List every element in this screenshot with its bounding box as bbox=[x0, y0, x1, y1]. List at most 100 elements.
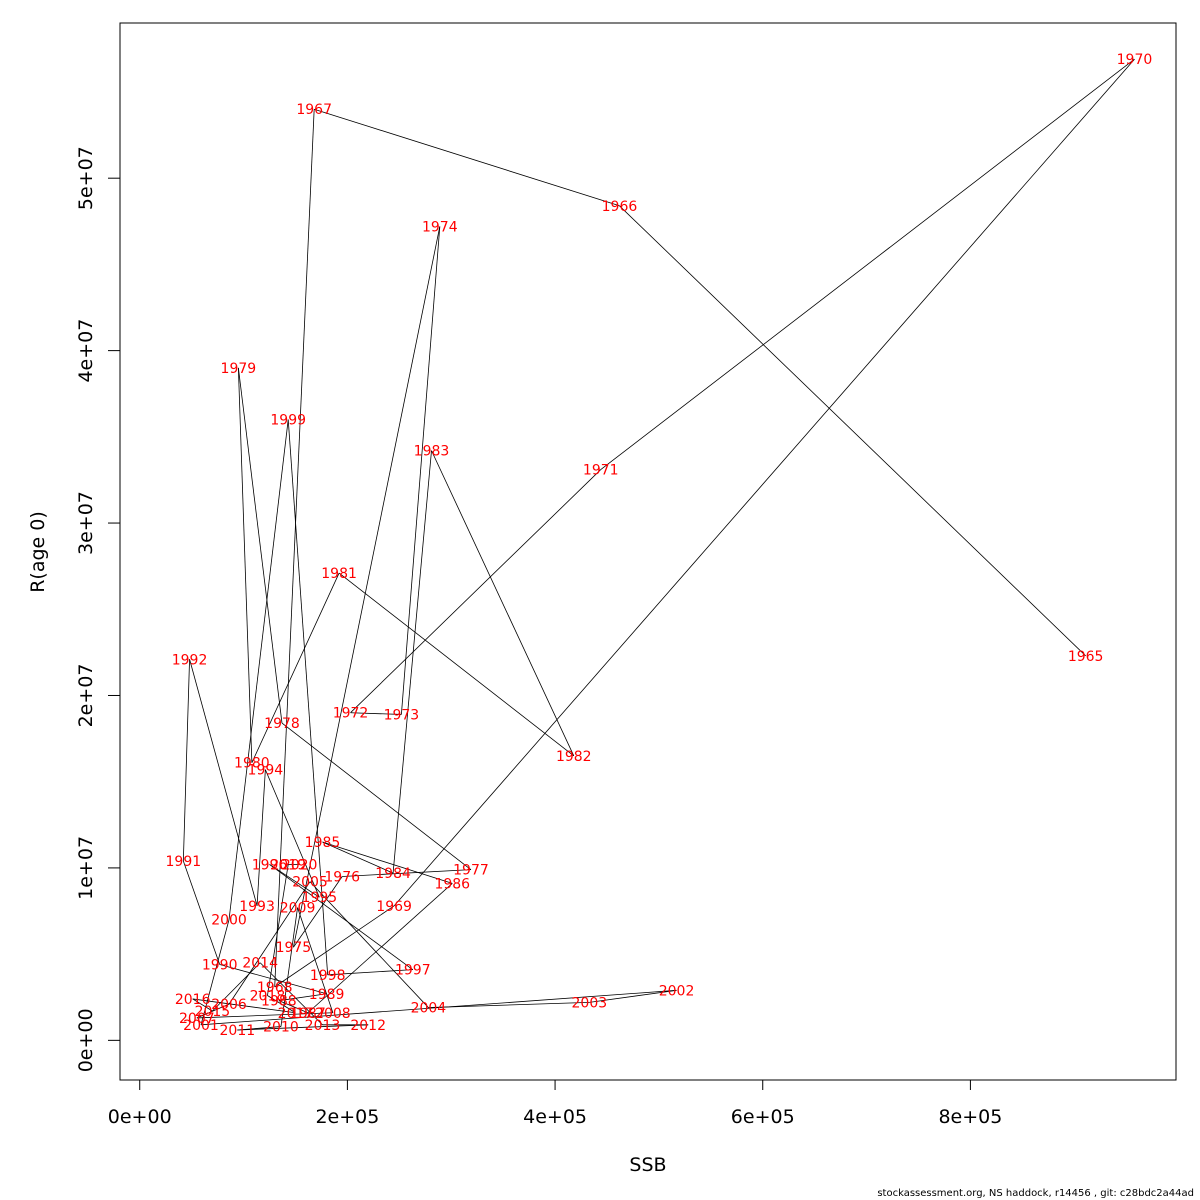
point-label-1974: 1974 bbox=[422, 219, 458, 235]
segment-1976-1977 bbox=[342, 869, 471, 877]
point-label-1985: 1985 bbox=[305, 835, 341, 851]
point-label-1987: 1987 bbox=[290, 1006, 326, 1022]
segment-1979-1980 bbox=[237, 367, 253, 763]
x-axis: 0e+00 2e+05 4e+05 6e+05 8e+05 bbox=[108, 1079, 1002, 1128]
segment-1989-1990 bbox=[219, 964, 327, 995]
segment-2004-2005 bbox=[309, 881, 429, 1008]
point-label-2013: 2013 bbox=[305, 1018, 341, 1034]
point-label-1981: 1981 bbox=[321, 566, 357, 582]
segment-1981-1982 bbox=[338, 572, 575, 757]
point-label-2015: 2015 bbox=[195, 1004, 231, 1020]
point-label-1994: 1994 bbox=[248, 763, 284, 779]
plot-frame bbox=[119, 22, 1177, 1081]
segment-2015-2016 bbox=[192, 998, 213, 1012]
x-tick-label: 4e+05 bbox=[523, 1106, 587, 1128]
point-label-1991: 1991 bbox=[166, 854, 202, 870]
segment-1993-1994 bbox=[256, 769, 266, 906]
segment-2008-2009 bbox=[297, 907, 334, 1013]
segment-1984-1985 bbox=[322, 841, 394, 874]
point-label-1977: 1977 bbox=[453, 863, 489, 879]
point-label-2012: 2012 bbox=[350, 1018, 386, 1034]
point-label-1976: 1976 bbox=[324, 870, 360, 886]
segment-1998-1999 bbox=[287, 419, 329, 975]
segment-1996-1997 bbox=[269, 864, 414, 970]
segment-1969-1970 bbox=[393, 58, 1135, 907]
point-label-1970: 1970 bbox=[1117, 52, 1153, 68]
segment-1977-1978 bbox=[281, 722, 472, 870]
segment-1994-1995 bbox=[265, 769, 320, 898]
point-label-2001: 2001 bbox=[183, 1018, 219, 1034]
y-tick-label: 4e+07 bbox=[75, 319, 97, 383]
point-label-1997: 1997 bbox=[395, 963, 431, 979]
point-label-1999: 1999 bbox=[270, 413, 306, 429]
point-label-1982: 1982 bbox=[556, 749, 592, 765]
segment-1992-1993 bbox=[189, 659, 258, 906]
x-tick-label: 8e+05 bbox=[938, 1106, 1002, 1128]
point-label-1995: 1995 bbox=[302, 890, 338, 906]
segment-1974-1975 bbox=[293, 226, 441, 948]
point-label-2019: 2019 bbox=[270, 857, 306, 873]
point-label-1978: 1978 bbox=[264, 716, 300, 732]
segment-1997-1998 bbox=[327, 969, 413, 976]
point-label-1998: 1998 bbox=[310, 968, 346, 984]
point-label-1968: 1968 bbox=[257, 980, 293, 996]
point-label-1975: 1975 bbox=[276, 940, 312, 956]
footer-caption: stockassessment.org, NS haddock, r14456 … bbox=[877, 1188, 1194, 1199]
point-label-1986: 1986 bbox=[434, 876, 470, 892]
point-label-1973: 1973 bbox=[384, 707, 420, 723]
segment-1987-1988 bbox=[278, 1000, 309, 1014]
segment-2009-2010 bbox=[280, 907, 298, 1027]
segment-2003-2004 bbox=[428, 1002, 590, 1008]
point-label-2018: 2018 bbox=[250, 989, 286, 1005]
segment-1972-1973 bbox=[350, 712, 402, 715]
point-label-2000: 2000 bbox=[211, 913, 247, 929]
segment-1986-1987 bbox=[307, 883, 453, 1014]
segment-1966-1967 bbox=[314, 108, 620, 207]
point-label-1965: 1965 bbox=[1068, 649, 1104, 665]
segment-1988-1989 bbox=[278, 993, 327, 1002]
segment-2002-2003 bbox=[589, 989, 677, 1003]
point-label-1979: 1979 bbox=[221, 361, 257, 377]
segment-1967-1968 bbox=[274, 109, 315, 987]
segment-1970-1971 bbox=[600, 58, 1135, 470]
segment-1983-1984 bbox=[392, 450, 432, 874]
segment-1980-1981 bbox=[251, 572, 340, 763]
segment-1968-1969 bbox=[274, 905, 395, 988]
point-label-1972: 1972 bbox=[333, 706, 369, 722]
point-label-1967: 1967 bbox=[296, 102, 332, 118]
point-label-2004: 2004 bbox=[411, 1001, 447, 1017]
point-label-1993: 1993 bbox=[239, 899, 275, 915]
segment-2011-2012 bbox=[237, 1024, 369, 1031]
segment-1978-1979 bbox=[237, 367, 283, 724]
point-label-1996: 1996 bbox=[252, 857, 288, 873]
segment-1975-1976 bbox=[293, 876, 343, 948]
segment-1973-1974 bbox=[400, 226, 441, 715]
x-tick-label: 6e+05 bbox=[731, 1106, 795, 1128]
segment-2013-2014 bbox=[259, 962, 323, 1026]
y-tick-label: 0e+00 bbox=[75, 1008, 97, 1072]
point-label-2008: 2008 bbox=[315, 1006, 351, 1022]
segment-2018-2019 bbox=[267, 864, 289, 996]
x-axis-label: SSB bbox=[629, 1154, 666, 1176]
segment-2016-2017 bbox=[192, 998, 296, 1014]
point-label-2006: 2006 bbox=[211, 997, 247, 1013]
y-axis: 0e+00 1e+07 2e+07 3e+07 4e+07 5e+07 bbox=[75, 146, 121, 1072]
point-label-1984: 1984 bbox=[375, 866, 411, 882]
segment-1995-1996 bbox=[269, 864, 320, 898]
y-tick-label: 2e+07 bbox=[75, 664, 97, 728]
y-tick-label: 5e+07 bbox=[75, 146, 97, 210]
segment-1991-1992 bbox=[182, 659, 190, 862]
x-tick-label: 2e+05 bbox=[315, 1106, 379, 1128]
point-label-1989: 1989 bbox=[309, 987, 345, 1003]
point-label-2020: 2020 bbox=[282, 857, 318, 873]
segment-2005-2006 bbox=[228, 881, 311, 1005]
point-label-2002: 2002 bbox=[659, 983, 695, 999]
point-label-2017: 2017 bbox=[278, 1006, 314, 1022]
point-label-1980: 1980 bbox=[234, 756, 270, 772]
point-label-1971: 1971 bbox=[583, 463, 619, 479]
point-label-2016: 2016 bbox=[175, 992, 211, 1008]
y-axis-label: R(age 0) bbox=[27, 511, 49, 593]
point-label-2010: 2010 bbox=[263, 1020, 299, 1036]
segment-2017-2018 bbox=[267, 995, 296, 1014]
